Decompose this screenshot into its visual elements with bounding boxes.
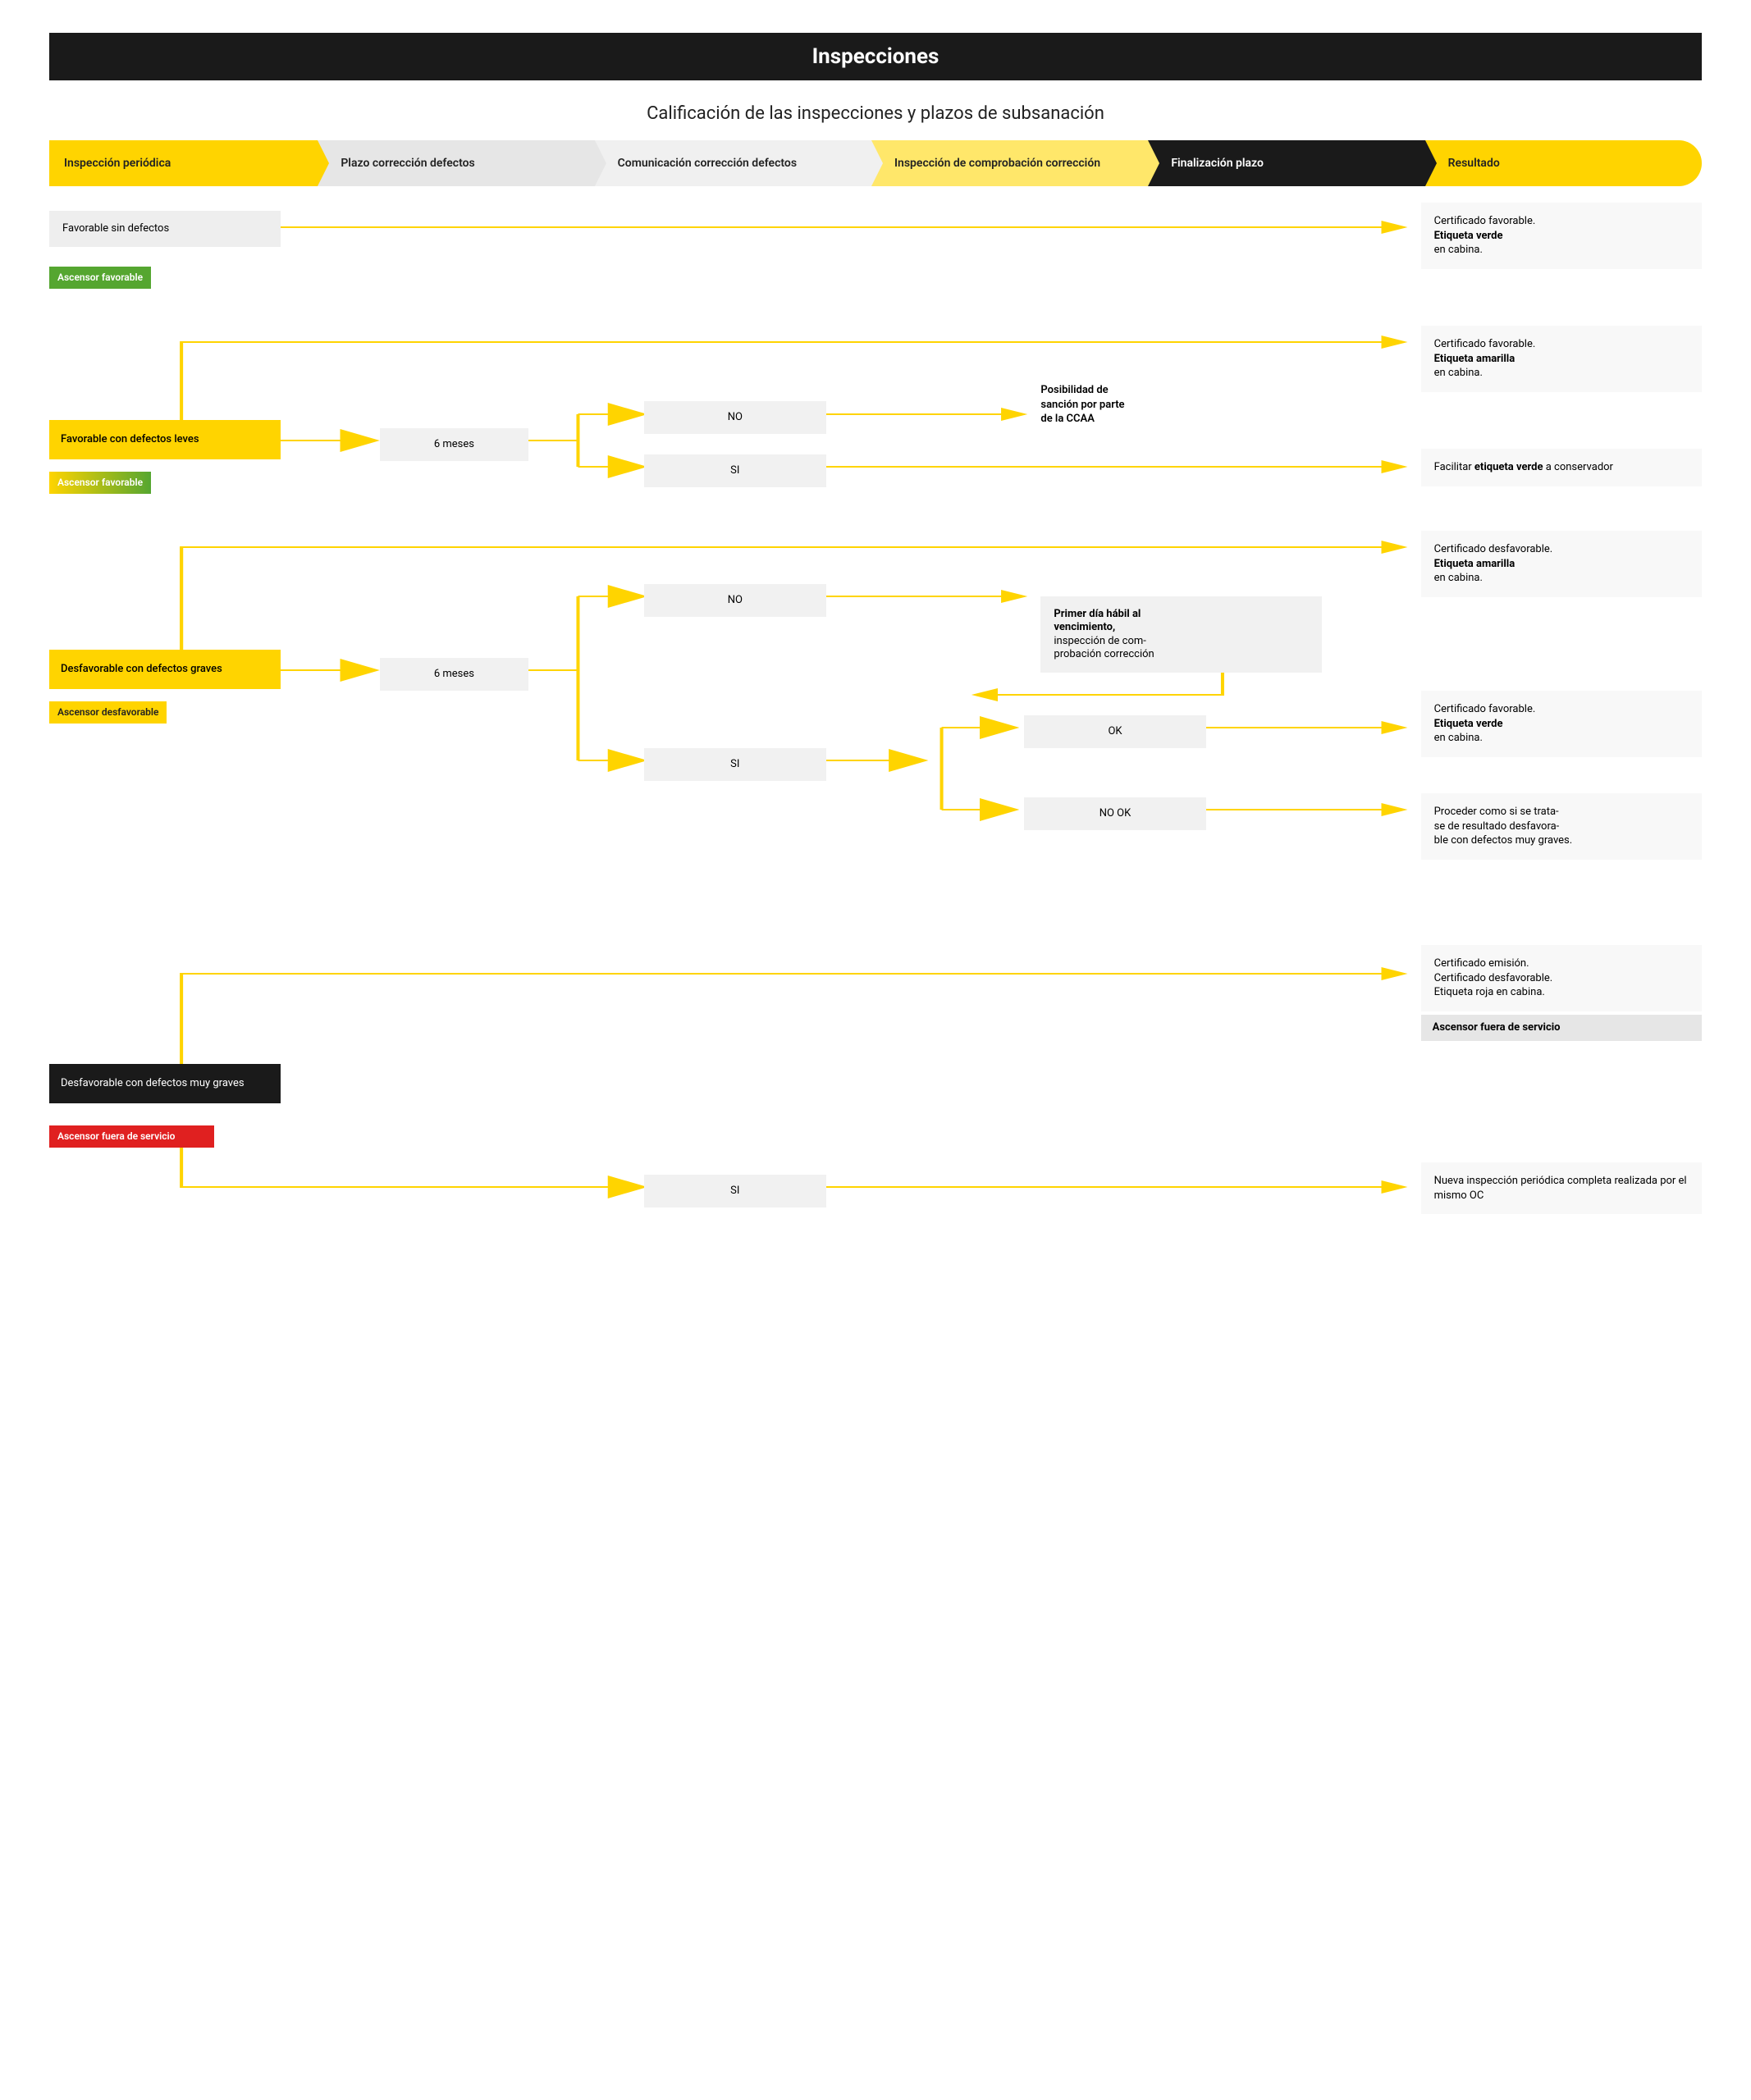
result-favorable-verde: Certificado favorable. Etiqueta verde en… [1421,203,1702,269]
status-desfavorable-muy-graves: Desfavorable con defectos muy graves [49,1064,281,1103]
result-r1-l2: Etiqueta verde [1434,230,1503,242]
subtitle: Calificación de las inspecciones y plazo… [49,103,1702,124]
badge-ascensor-desfavorable: Ascensor desfavorable [49,701,167,724]
result-desfavorable-amarilla: Certificado desfavorable. Etiqueta amari… [1421,531,1702,597]
r3-ok-l3: en cabina. [1434,732,1483,744]
warn-l1: Posibilidad de [1040,384,1108,396]
r2-si-l2: etiqueta verde [1474,461,1543,473]
col-plazo-correccion: Plazo corrección defectos [318,140,594,186]
col-resultado: Resultado [1425,140,1702,186]
banner-ascensor-fuera-servicio: Ascensor fuera de servicio [1421,1015,1702,1041]
r3-note-l1: Primer día hábil al [1054,608,1141,620]
r2-fav-l2: Etiqueta amarilla [1434,353,1516,365]
result-emision-desfavorable: Certificado emisión. Certificado desfavo… [1421,945,1702,1011]
result-r1-l1: Certificado favorable. [1434,215,1536,227]
col-inspeccion-comprobacion: Inspección de comprobación corrección [871,140,1148,186]
decision-ok: OK [1024,715,1206,748]
column-header-row: Inspección periódica Plazo corrección de… [49,140,1702,186]
badge-ascensor-fuera-servicio: Ascensor fuera de servicio [49,1125,214,1148]
decision-si-1: SI [644,454,826,487]
badge-ascensor-favorable: Ascensor favorable [49,267,151,289]
result-nueva-inspeccion: Nueva inspección periódica completa real… [1421,1162,1702,1214]
r3-ok-l1: Certificado favorable. [1434,703,1536,715]
r2-si-l3: a conservador [1543,461,1613,473]
status-desfavorable-graves: Desfavorable con defectos graves [49,650,281,689]
decision-no-ok: NO OK [1024,797,1206,830]
badge-ascensor-favorable-grad: Ascensor favorable [49,472,151,494]
r4-em-l2: Certificado desfavorable. [1434,972,1553,984]
r3-desf-l1: Certificado desfavorable. [1434,543,1553,555]
col-comunicacion-correccion: Comunicación corrección defectos [595,140,871,186]
header-banner: Inspecciones [49,33,1702,80]
r3-desf-l3: en cabina. [1434,572,1483,584]
result-favorable-amarilla: Certificado favorable. Etiqueta amarilla… [1421,326,1702,392]
r4-em-l1: Certificado emisión. [1434,957,1529,970]
status-favorable-defectos-leves: Favorable con defectos leves [49,420,281,459]
decision-no-1: NO [644,401,826,434]
r3-note-l2: vencimiento, [1054,621,1115,633]
warning-ccaa: Posibilidad de sanción por parte de la C… [1040,383,1305,427]
r3-note-l3: inspección de com- [1054,635,1146,647]
note-primer-dia-habil: Primer día hábil al vencimiento, inspecc… [1040,596,1321,673]
r2-fav-l1: Certificado favorable. [1434,338,1536,350]
col-finalizacion-plazo: Finalización plazo [1148,140,1424,186]
decision-si-3: SI [644,1175,826,1208]
r3-note-l4: probación corrección [1054,648,1154,660]
result-facilitar-etiqueta-verde: Facilitar etiqueta verde a conservador [1421,449,1702,486]
deadline-6-meses-1: 6 meses [380,428,528,461]
r3-desf-l2: Etiqueta amarilla [1434,558,1516,570]
decision-si-2: SI [644,748,826,781]
deadline-6-meses-2: 6 meses [380,658,528,691]
r3-ok-l2: Etiqueta verde [1434,718,1503,730]
warn-l2: sanción por parte [1040,399,1124,411]
status-favorable-sin-defectos: Favorable sin defectos [49,211,281,247]
warn-l3: de la CCAA [1040,413,1095,425]
result-r1-l3: en cabina. [1434,244,1483,256]
flowchart: Favorable sin defectos Ascensor favorabl… [49,203,1702,1236]
r4-em-l3: Etiqueta roja en cabina. [1434,986,1545,998]
result-no-ok-proceder: Proceder como si se trata- se de resulta… [1421,793,1702,860]
r2-si-l1: Facilitar [1434,461,1474,473]
result-ok-favorable-verde: Certificado favorable. Etiqueta verde en… [1421,691,1702,757]
decision-no-2: NO [644,584,826,617]
col-inspeccion-periodica: Inspección periódica [49,140,318,186]
r2-fav-l3: en cabina. [1434,367,1483,379]
